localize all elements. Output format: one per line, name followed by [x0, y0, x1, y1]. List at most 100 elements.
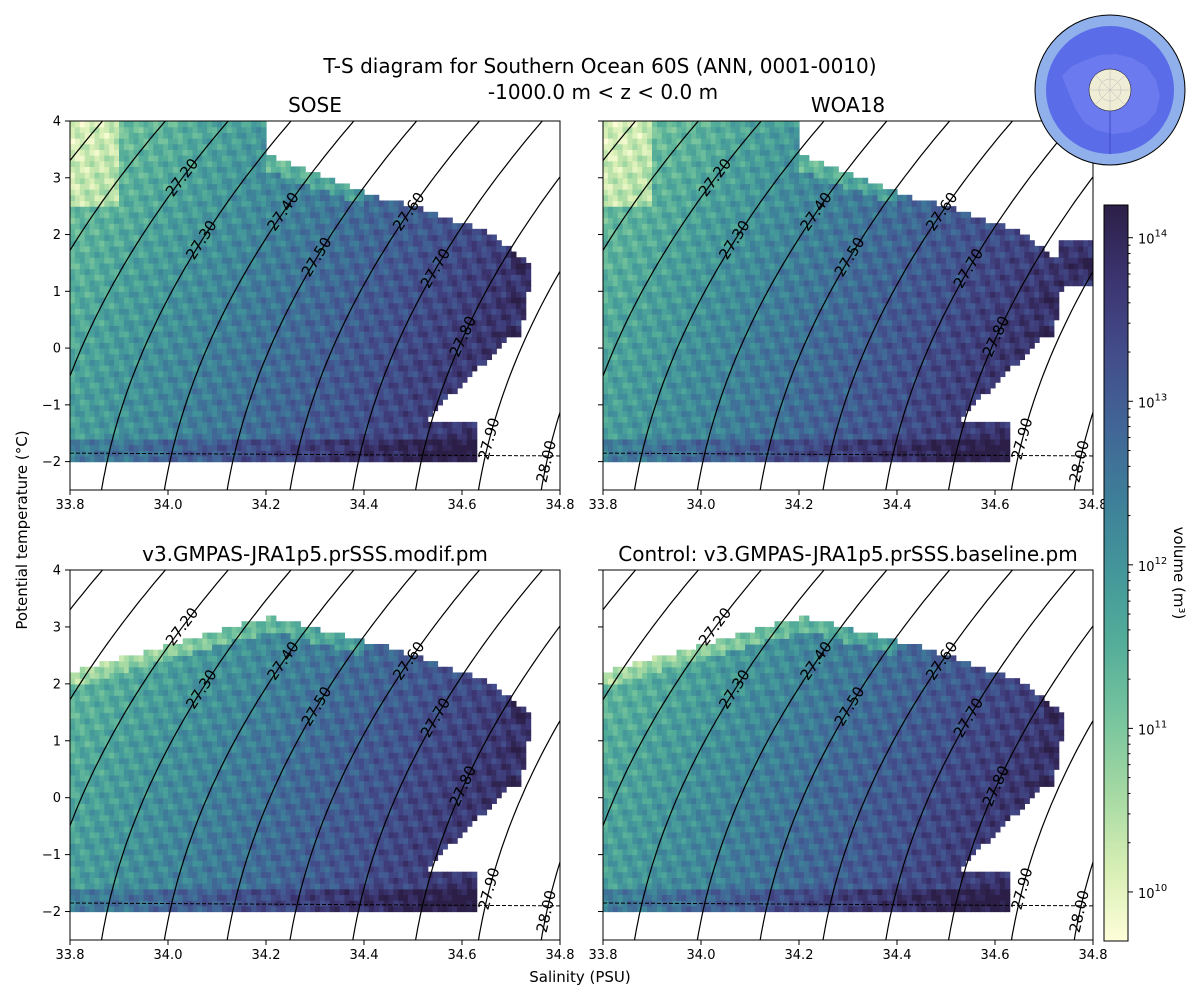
x-tick-label: 33.8: [589, 498, 618, 513]
x-tick-label: 34.6: [448, 948, 477, 963]
x-tick-label: 34.4: [883, 498, 912, 513]
y-tick-label: 3: [53, 620, 61, 635]
y-tick-label: 0: [53, 791, 61, 806]
antarctic-region-map: [1034, 14, 1186, 166]
isopycnal-line: [633, 570, 825, 940]
x-tick-label: 34.8: [546, 948, 575, 963]
x-tick-label: 34.2: [252, 948, 281, 963]
x-tick-label: 34.4: [350, 498, 379, 513]
axes-frame: [69, 120, 561, 491]
y-tick-label: 2: [53, 677, 61, 692]
isopycnal-line: [415, 175, 560, 490]
isopycnal-contours: [603, 570, 1093, 940]
isopycnal-line: [603, 121, 762, 378]
x-tick-label: 34.0: [154, 498, 183, 513]
isopycnal-line: [885, 570, 1076, 940]
isopycnal-label: 27.90: [475, 416, 504, 462]
colorbar-gradient: [1103, 204, 1129, 942]
x-tick-label: 34.2: [252, 498, 281, 513]
isopycnal-line: [100, 570, 292, 940]
axes-frame: [69, 569, 561, 941]
isopycnal-line: [100, 121, 292, 490]
freezing-line: [603, 452, 1093, 457]
x-tick-label: 33.8: [56, 498, 85, 513]
isopycnal-line: [633, 121, 825, 490]
y-tick-label: −1: [42, 398, 61, 413]
isopycnal-label: 27.90: [475, 866, 504, 912]
isopycnal-line: [540, 410, 560, 490]
x-tick-label: 34.6: [981, 498, 1010, 513]
panel-title: WOA18: [811, 93, 885, 117]
colorbar-tick-label: 1013: [1138, 392, 1167, 411]
x-tick-label: 34.0: [687, 498, 716, 513]
figure-title-line2: -1000.0 m < z < 0.0 m: [488, 80, 718, 104]
isopycnal-label: 27.90: [1008, 866, 1037, 912]
ts-panel-1: 27.2027.3027.4027.5027.6027.7027.8027.90…: [42, 93, 575, 514]
y-tick-label: 1: [53, 285, 61, 300]
isopycnal-line: [163, 121, 355, 490]
ts-panel-3: 27.2027.3027.4027.5027.6027.7027.8027.90…: [42, 542, 575, 964]
isopycnal-line: [948, 625, 1093, 940]
colorbar-tick-label: 1012: [1138, 556, 1167, 575]
axis-ticks: 33.8 34.0 34.2 34.4 34.6 34.8: [589, 569, 1108, 963]
x-tick-label: 34.6: [981, 948, 1010, 963]
isopycnal-line: [885, 121, 1076, 490]
y-tick-label: 4: [53, 564, 61, 579]
axes-frame: [602, 120, 1094, 491]
x-axis-label: Salinity (PSU): [529, 968, 631, 986]
axis-ticks: 33.8 34.0 34.2 34.4 34.6 34.8 −2 −1 0 1 2 3 4: [42, 564, 575, 964]
colorbar-tick-label: 1010: [1138, 883, 1167, 902]
volume-heatmap: [70, 121, 532, 463]
isopycnal-line: [415, 625, 560, 940]
isopycnal-line: [70, 121, 166, 252]
x-tick-label: 34.0: [154, 948, 183, 963]
isopycnal-line: [696, 570, 888, 940]
isopycnal-contours: [603, 121, 1093, 490]
axis-ticks: 33.8 34.0 34.2 34.4 34.6 34.8 −2 −1 0 1 2 3 4: [42, 115, 575, 514]
figure-title-line1: T-S diagram for Southern Ocean 60S (ANN,…: [322, 54, 876, 78]
isopycnal-line: [759, 570, 951, 940]
isopycnal-line: [352, 570, 543, 940]
y-tick-label: −1: [42, 848, 61, 863]
volume-heatmap: [603, 615, 1065, 913]
isopycnal-contours: [70, 570, 560, 940]
x-tick-label: 34.8: [546, 498, 575, 513]
x-tick-label: 33.8: [56, 948, 85, 963]
x-tick-label: 34.8: [1079, 498, 1108, 513]
isopycnal-line: [759, 121, 951, 490]
isopycnal-contours: [70, 121, 560, 490]
isopycnal-line: [603, 570, 699, 701]
y-tick-label: 0: [53, 342, 61, 357]
x-tick-label: 34.8: [1079, 948, 1108, 963]
y-tick-label: 2: [53, 228, 61, 243]
colorbar-tick-label: 1014: [1138, 229, 1167, 248]
isopycnal-label: 28.00: [533, 439, 560, 485]
isopycnal-label: 27.90: [1008, 416, 1037, 462]
x-tick-label: 34.4: [350, 948, 379, 963]
x-tick-label: 33.8: [589, 948, 618, 963]
x-tick-label: 34.4: [883, 948, 912, 963]
isopycnal-label: 28.00: [1066, 439, 1093, 485]
axes-frame: [602, 569, 1094, 941]
isopycnal-line: [289, 121, 480, 490]
panel-title: v3.GMPAS-JRA1p5.prSSS.modif.pm: [142, 542, 488, 566]
isopycnal-line: [163, 570, 355, 940]
y-tick-label: 4: [53, 115, 61, 130]
x-tick-label: 34.2: [785, 498, 814, 513]
isopycnal-label: 28.00: [1066, 888, 1093, 934]
colorbar: 1010 1011 1012 1013 1014 volume (m³): [1103, 204, 1188, 942]
isopycnal-line: [696, 121, 888, 490]
freezing-line: [603, 902, 1093, 907]
y-tick-label: 3: [53, 171, 61, 186]
y-tick-label: −2: [42, 905, 61, 920]
panel-title: SOSE: [288, 93, 342, 117]
panel-title: Control: v3.GMPAS-JRA1p5.prSSS.baseline.…: [618, 542, 1077, 566]
axis-ticks: 33.8 34.0 34.2 34.4 34.6 34.8: [589, 120, 1108, 513]
isopycnal-label: 28.00: [533, 888, 560, 934]
volume-heatmap: [70, 615, 532, 913]
isopycnal-line: [70, 570, 166, 701]
freezing-line: [70, 452, 560, 457]
isopycnal-line: [948, 175, 1093, 490]
isopycnal-line: [822, 570, 1013, 940]
